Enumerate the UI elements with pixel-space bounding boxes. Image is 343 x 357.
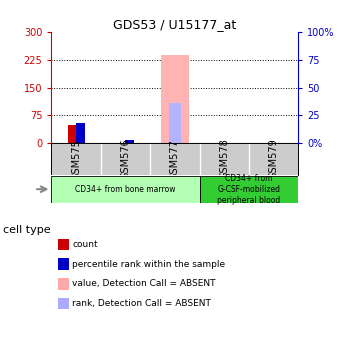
Bar [76, 123, 84, 143]
Bar [68, 125, 76, 143]
Text: percentile rank within the sample: percentile rank within the sample [72, 260, 225, 269]
Text: GSM578: GSM578 [219, 139, 229, 180]
Text: GSM579: GSM579 [269, 139, 279, 180]
Text: GSM577: GSM577 [170, 139, 180, 180]
Text: CD34+ from bone marrow: CD34+ from bone marrow [75, 185, 176, 194]
Bar [161, 55, 189, 143]
Text: cell type: cell type [3, 225, 51, 235]
FancyBboxPatch shape [51, 176, 200, 203]
Text: value, Detection Call = ABSENT: value, Detection Call = ABSENT [72, 279, 215, 288]
Bar [125, 140, 134, 143]
Bar [169, 103, 181, 143]
Text: rank, Detection Call = ABSENT: rank, Detection Call = ABSENT [72, 299, 211, 308]
FancyBboxPatch shape [200, 176, 298, 203]
Text: GSM575: GSM575 [71, 139, 81, 180]
Text: CD34+ from
G-CSF-mobilized
peripheral blood: CD34+ from G-CSF-mobilized peripheral bl… [217, 174, 281, 205]
Title: GDS53 / U15177_at: GDS53 / U15177_at [113, 18, 237, 31]
Text: count: count [72, 240, 98, 249]
Text: GSM576: GSM576 [120, 139, 131, 180]
